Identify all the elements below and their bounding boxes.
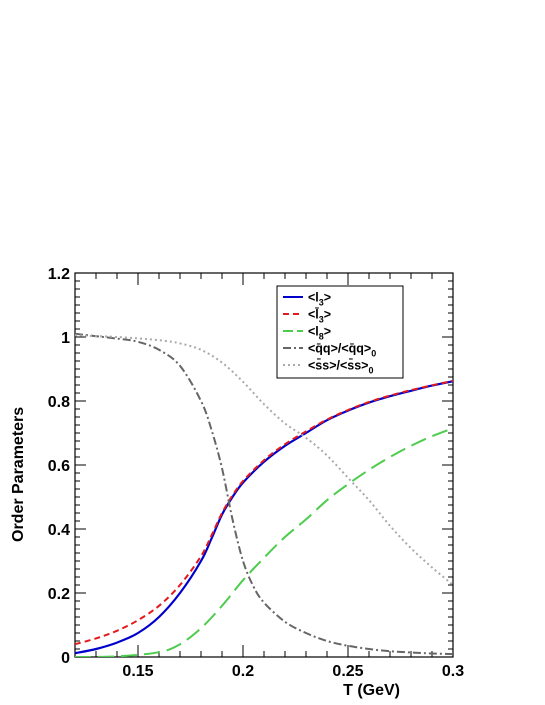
y-axis-title: Order Parameters [10, 407, 27, 542]
y-tick-label: 0.6 [48, 458, 70, 475]
x-tick-label: 0.15 [122, 663, 153, 680]
x-tick-label: 0.25 [332, 663, 363, 680]
legend-label: <l3> [308, 291, 331, 308]
y-tick-label: 1.2 [48, 266, 70, 283]
series-line-2 [75, 379, 453, 646]
y-tick-label: 0.4 [48, 522, 70, 539]
y-tick-label: 0 [61, 650, 70, 667]
y-tick-label: 1 [61, 330, 70, 347]
legend: <l3><l̄3><l8><q̄q>/<q̄q>0<s̄s>/<s̄s>0 [276, 285, 404, 379]
legend-label: <l8> [308, 325, 331, 342]
legend-label: <l̄3> [308, 307, 331, 324]
x-axis-title: T (GeV) [343, 682, 400, 699]
series-line-5 [75, 334, 453, 586]
y-tick-label: 0.2 [48, 586, 70, 603]
axis-ticks [74, 272, 454, 658]
series-line-1 [75, 380, 453, 655]
x-tick-label: 0.3 [442, 663, 464, 680]
series-line-3 [75, 427, 453, 657]
x-tick-label: 0.2 [232, 663, 254, 680]
series-line-4 [75, 332, 453, 656]
series-lines [75, 332, 453, 657]
legend-label: <s̄s>/<s̄s>0 [308, 358, 374, 375]
legend-label: <q̄q>/<q̄q>0 [308, 342, 376, 359]
y-tick-label: 0.8 [48, 394, 70, 411]
tick-labels: 0.15 0.2 0.25 0.3 0 0.2 0.4 0.6 0.8 1 1.2 [48, 266, 464, 680]
